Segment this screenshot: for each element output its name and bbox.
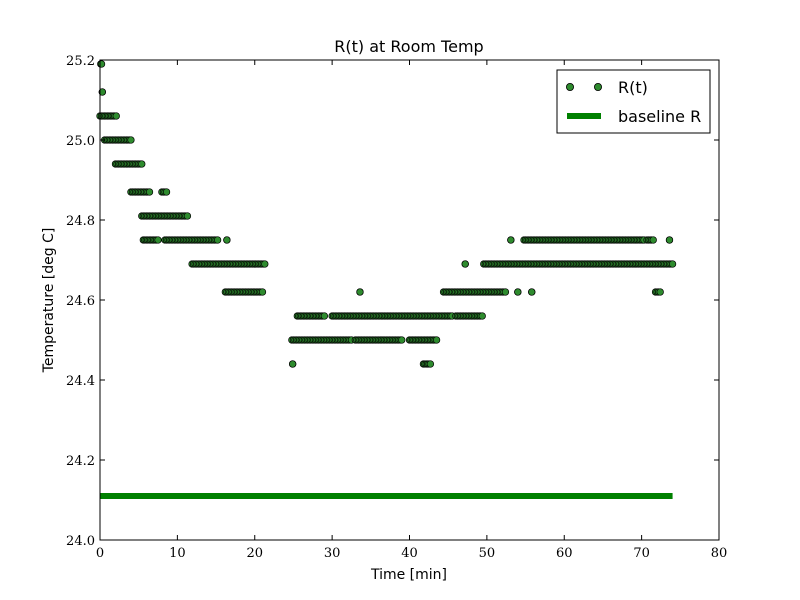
x-tick-label: 40 <box>401 546 418 561</box>
x-tick-label: 80 <box>711 546 728 561</box>
x-tick-label: 10 <box>169 546 186 561</box>
legend: R(t) baseline R <box>556 69 711 134</box>
data-point-rt <box>154 236 162 244</box>
legend-label-baseline: baseline R <box>618 107 701 126</box>
x-tick-label: 20 <box>246 546 263 561</box>
y-tick-label: 24.2 <box>66 454 95 469</box>
data-point-rt <box>649 236 657 244</box>
y-tick-label: 24.0 <box>66 534 95 549</box>
y-axis-label: Temperature [deg C] <box>41 228 57 374</box>
x-axis-label: Time [min] <box>370 567 447 583</box>
data-point-rt <box>138 160 146 168</box>
y-ticks: 24.0 24.2 24.4 24.6 24.8 25.0 25.2 <box>66 54 719 549</box>
data-point-rt <box>398 336 406 344</box>
x-tick-label: 0 <box>96 546 104 561</box>
data-point-rt <box>183 212 192 220</box>
y-tick-label: 25.0 <box>66 134 95 149</box>
data-point-rt <box>665 236 674 244</box>
data-point-rt <box>501 288 510 296</box>
data-point-rt <box>112 112 120 120</box>
y-tick-label: 24.8 <box>66 214 95 229</box>
x-ticks: 0 10 20 30 40 50 60 70 80 <box>96 60 727 561</box>
data-point-rt <box>289 360 297 368</box>
data-point-rt <box>478 312 486 320</box>
y-tick-label: 24.6 <box>66 294 95 309</box>
y-tick-label: 25.2 <box>66 54 95 69</box>
data-point-rt <box>432 336 441 344</box>
data-point-rt <box>98 88 106 96</box>
x-tick-label: 30 <box>324 546 341 561</box>
y-tick-label: 24.4 <box>66 374 95 389</box>
data-point-rt <box>528 288 536 296</box>
data-point-rt <box>668 260 677 268</box>
data-point-rt <box>461 260 469 268</box>
data-point-rt <box>258 288 267 296</box>
legend-label-rt: R(t) <box>618 78 648 97</box>
data-point-rt <box>656 288 664 296</box>
legend-marker-rt-2 <box>594 83 603 92</box>
data-point-rt <box>223 236 231 244</box>
legend-box <box>556 69 711 134</box>
data-point-rt <box>127 136 135 144</box>
chart-title: R(t) at Room Temp <box>334 37 483 56</box>
data-point-rt <box>507 236 515 244</box>
data-point-rt <box>261 260 269 268</box>
data-point-rt <box>514 288 522 296</box>
data-point-rt <box>213 236 222 244</box>
data-point-rt <box>97 60 106 68</box>
data-point-rt <box>426 360 435 368</box>
x-tick-label: 70 <box>633 546 650 561</box>
data-point-rt <box>356 288 364 296</box>
data-point-rt <box>162 188 171 196</box>
points-layer <box>96 60 677 368</box>
x-tick-label: 60 <box>556 546 573 561</box>
data-point-rt <box>145 188 154 196</box>
data-point-rt <box>320 312 329 320</box>
x-tick-label: 50 <box>479 546 496 561</box>
legend-marker-rt-1 <box>566 83 575 92</box>
